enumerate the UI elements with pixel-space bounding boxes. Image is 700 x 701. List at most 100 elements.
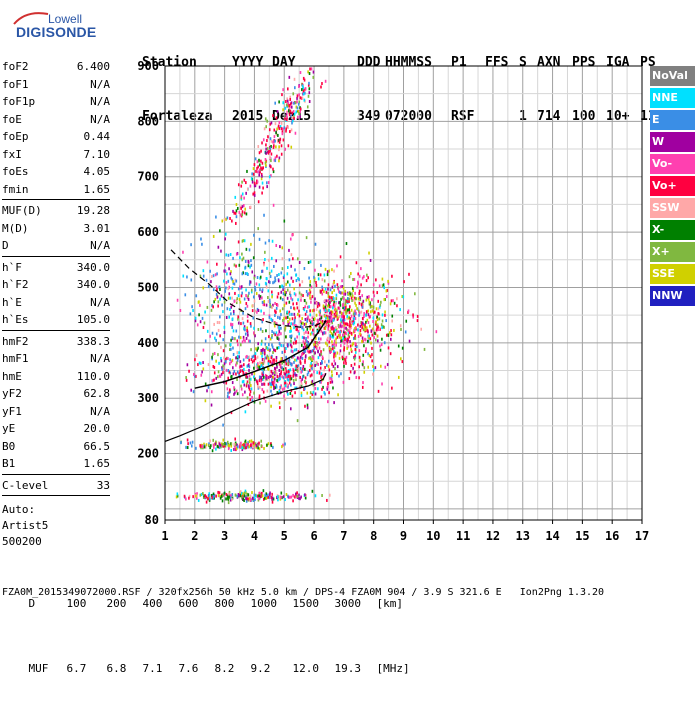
echo-point: [358, 365, 360, 369]
echo-point: [302, 340, 305, 344]
param-group-profile: hmF2 338.3 hmF1 N/A hmE 110.0 yF2 62.8 yF1 N/A yE 2…: [2, 333, 110, 473]
echo-point: [269, 337, 272, 341]
echo-point: [212, 438, 215, 442]
echo-point: [212, 352, 214, 356]
echo-point: [264, 342, 267, 346]
echo-point: [358, 313, 360, 317]
echo-point: [236, 443, 238, 447]
echo-point: [264, 373, 267, 377]
echo-point: [300, 382, 303, 386]
echo-point: [262, 362, 264, 366]
echo-point: [209, 269, 211, 273]
echo-point: [237, 315, 240, 319]
echo-point: [389, 352, 392, 356]
param-name: hmF2: [2, 334, 29, 348]
echo-point: [288, 374, 291, 378]
echo-point: [362, 339, 364, 343]
echo-point: [213, 351, 216, 355]
echo-point: [279, 497, 282, 501]
echo-point: [287, 144, 290, 148]
echo-point: [293, 326, 295, 330]
echo-point: [359, 297, 362, 301]
echo-point: [318, 371, 321, 375]
echo-point: [246, 304, 249, 308]
header-value-hhmmss: 072000: [385, 109, 432, 124]
echo-point: [279, 385, 281, 389]
echo-point: [293, 360, 295, 364]
echo-point: [284, 106, 287, 110]
echo-point: [261, 494, 264, 498]
echo-point: [272, 358, 274, 362]
echo-point: [244, 265, 247, 269]
echo-point: [269, 305, 272, 309]
echo-point: [354, 317, 357, 321]
echo-point: [420, 327, 423, 331]
echo-point: [299, 357, 301, 361]
echo-point: [336, 315, 339, 319]
echo-point: [249, 398, 252, 402]
echo-point: [269, 164, 271, 168]
echo-point: [300, 495, 302, 499]
echo-point: [274, 333, 277, 337]
echo-point: [312, 332, 315, 336]
echo-point: [347, 338, 350, 342]
echo-point: [287, 323, 290, 327]
echo-point: [329, 318, 332, 322]
echo-point: [234, 437, 237, 441]
legend-item: NoVal: [650, 66, 695, 86]
echo-point: [339, 303, 342, 307]
echo-point: [294, 101, 296, 105]
echo-point: [330, 299, 333, 303]
echo-point: [196, 323, 199, 327]
echo-point: [270, 317, 273, 321]
echo-point: [286, 343, 289, 347]
echo-point: [241, 192, 244, 196]
echo-point: [263, 300, 266, 304]
echo-point: [358, 274, 361, 278]
echo-point: [354, 355, 357, 359]
echo-point: [322, 306, 325, 310]
echo-point: [212, 288, 215, 292]
echo-point: [270, 442, 272, 446]
echo-point: [336, 365, 339, 369]
echo-point: [271, 360, 274, 364]
echo-point: [343, 361, 345, 365]
echo-point: [294, 337, 296, 341]
echo-point: [272, 167, 274, 171]
echo-point: [379, 303, 382, 307]
echo-point: [382, 325, 385, 329]
echo-point: [290, 343, 292, 347]
echo-point: [310, 67, 313, 71]
echo-point: [235, 264, 237, 268]
echo-point: [338, 290, 341, 294]
param-row: hmF2 338.3: [2, 333, 110, 351]
echo-point: [260, 149, 262, 153]
param-name: hmE: [2, 369, 22, 383]
echo-point: [236, 377, 238, 381]
echo-point: [253, 442, 256, 446]
echo-point: [305, 236, 308, 240]
echo-point: [258, 379, 261, 383]
echo-point: [325, 316, 327, 320]
echo-point: [211, 493, 214, 497]
echo-point: [217, 304, 219, 308]
echo-point: [297, 298, 299, 302]
echo-point: [344, 289, 347, 293]
echo-point: [280, 332, 282, 336]
echo-point: [308, 291, 310, 295]
echo-point: [311, 392, 314, 396]
echo-point: [203, 445, 206, 449]
echo-point: [243, 211, 246, 215]
echo-point: [240, 196, 243, 200]
echo-point: [320, 395, 323, 399]
echo-point: [283, 372, 286, 376]
echo-point: [254, 334, 256, 338]
echo-point: [242, 370, 245, 374]
echo-point: [251, 172, 253, 176]
echo-point: [237, 183, 240, 187]
param-row: M(D) 3.01: [2, 220, 110, 238]
echo-point: [371, 353, 373, 357]
echo-point: [233, 263, 236, 267]
echo-point: [212, 274, 215, 278]
echo-point: [247, 443, 249, 447]
